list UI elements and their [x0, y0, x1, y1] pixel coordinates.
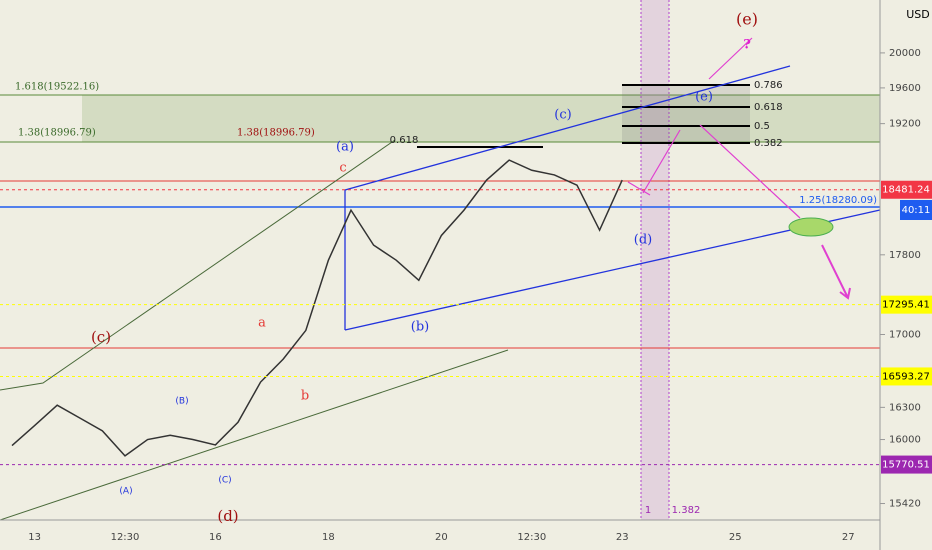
price-label: 15770.51 [882, 460, 930, 471]
price-label: 16593.27 [882, 371, 930, 382]
price-label: 18481.24 [882, 185, 930, 196]
x-tick-label: 16 [209, 532, 222, 543]
fib-label: 0.618 [754, 102, 783, 113]
projection-arrow [821, 244, 851, 300]
x-tick-label: 13 [28, 532, 41, 543]
wave-label: (c) [91, 328, 111, 346]
time-label: 1.382 [672, 505, 701, 516]
wave-label: b [301, 389, 309, 404]
wave-label: (b) [411, 320, 429, 335]
y-tick-label: 19600 [889, 83, 921, 94]
wave-label: a [258, 316, 266, 331]
fib-box [622, 85, 750, 143]
wave-label: c [339, 161, 346, 176]
countdown-box [900, 200, 932, 220]
wave-label: (A) [119, 487, 132, 497]
x-tick-label: 12:30 [111, 532, 140, 543]
projection-path [627, 37, 801, 219]
price-box [881, 295, 932, 314]
wave-label: (e) [736, 10, 758, 29]
y-tick-label: 16300 [889, 402, 921, 413]
fib-label: 1.618(19522.16) [15, 82, 99, 93]
wave-label: (B) [175, 397, 188, 407]
trend-line [0, 139, 396, 391]
fib-zone [82, 95, 880, 142]
wave-label: (c) [554, 108, 571, 123]
x-tick-label: 18 [322, 532, 335, 543]
y-tick-label: 15420 [889, 499, 921, 510]
price-box [881, 367, 932, 386]
fib-label: 0.786 [754, 80, 783, 91]
y-tick-label: 20000 [889, 48, 921, 59]
wave-label: (C) [218, 476, 231, 486]
price-label: 17295.41 [882, 300, 930, 311]
price-line [11, 159, 623, 457]
y-tick-label: 19200 [889, 119, 921, 130]
fib-label: 1.38(18996.79) [18, 128, 96, 139]
fib-label: 0.618 [390, 135, 419, 146]
wave-label: ? [743, 38, 751, 53]
target-zone [788, 217, 834, 237]
time-label: 1 [645, 505, 651, 516]
price-box [881, 455, 932, 474]
y-tick-label: 17800 [889, 250, 921, 261]
x-tick-label: 12:30 [517, 532, 546, 543]
x-tick-label: 20 [435, 532, 448, 543]
wave-label: (e) [695, 90, 713, 105]
price-box [881, 180, 932, 199]
wave-label: (d) [217, 507, 238, 525]
x-tick-label: 27 [842, 532, 855, 543]
x-tick-label: 23 [616, 532, 629, 543]
fib-label: 1.38(18996.79) [237, 128, 315, 139]
channel-line [344, 65, 791, 191]
fib-label: 0.382 [754, 138, 783, 149]
wave-label: (d) [634, 233, 652, 248]
unit-label: USD [906, 8, 930, 21]
y-tick-label: 16000 [889, 435, 921, 446]
countdown: 40:11 [902, 205, 931, 216]
fib-label: 0.5 [754, 121, 770, 132]
x-tick-label: 25 [729, 532, 742, 543]
y-tick-label: 17000 [889, 329, 921, 340]
projection [627, 37, 851, 300]
wave-label: (a) [336, 140, 354, 155]
trend-line [0, 349, 509, 521]
level-label: 1.25(18280.09) [799, 195, 877, 206]
